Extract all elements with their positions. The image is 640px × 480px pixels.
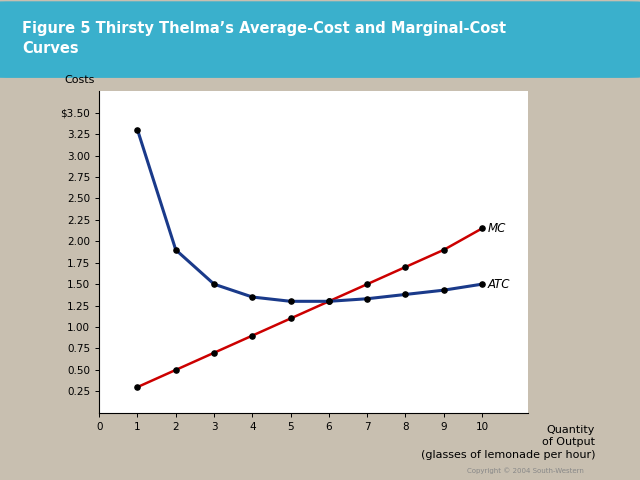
- Text: Figure 5 Thirsty Thelma’s Average-Cost and Marginal-Cost
Curves: Figure 5 Thirsty Thelma’s Average-Cost a…: [22, 21, 506, 56]
- Point: [438, 246, 449, 254]
- Point: [324, 298, 334, 305]
- Text: Quantity: Quantity: [547, 425, 595, 435]
- Point: [362, 295, 372, 302]
- FancyBboxPatch shape: [0, 2, 640, 77]
- Text: (glasses of lemonade per hour): (glasses of lemonade per hour): [420, 450, 595, 460]
- Point: [285, 298, 296, 305]
- Text: ATC: ATC: [488, 277, 510, 291]
- Point: [477, 225, 487, 232]
- Point: [171, 366, 181, 374]
- Text: Costs: Costs: [65, 75, 95, 85]
- Point: [362, 280, 372, 288]
- Text: MC: MC: [488, 222, 506, 235]
- Point: [401, 290, 411, 298]
- Text: Copyright © 2004 South-Western: Copyright © 2004 South-Western: [467, 468, 584, 474]
- Point: [247, 332, 257, 339]
- Point: [171, 246, 181, 254]
- Point: [285, 314, 296, 322]
- Point: [477, 280, 487, 288]
- Point: [209, 280, 219, 288]
- Point: [324, 298, 334, 305]
- Point: [438, 287, 449, 294]
- Point: [209, 349, 219, 357]
- Point: [132, 383, 143, 391]
- Point: [401, 263, 411, 271]
- Text: of Output: of Output: [542, 437, 595, 447]
- Point: [247, 293, 257, 301]
- Point: [132, 126, 143, 133]
